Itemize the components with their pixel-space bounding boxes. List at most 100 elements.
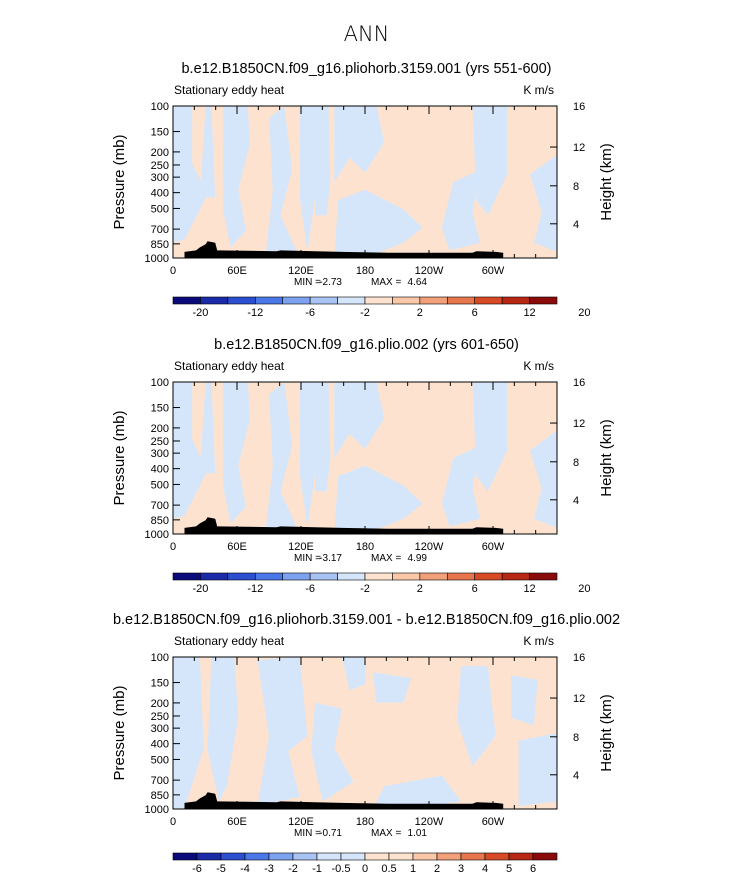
x-tick-label: 180	[356, 541, 374, 553]
negative-region	[222, 382, 250, 524]
x-tick-label: 60W	[482, 541, 505, 553]
max-value: 1.01	[408, 828, 428, 839]
negative-region	[334, 465, 423, 534]
colorbar-label: 4	[482, 863, 488, 875]
colorbar-bin	[364, 852, 390, 861]
colorbar-label: -3	[264, 863, 274, 875]
max-label: MAX =	[371, 277, 401, 288]
colorbar-bin	[501, 572, 530, 581]
colorbar-label: 6	[472, 307, 478, 319]
min-label: MIN =	[294, 553, 321, 564]
y-tick-label: 400	[151, 464, 169, 476]
min-label: MIN =	[294, 828, 321, 839]
negative-region	[518, 733, 557, 806]
colorbar-bin	[532, 852, 558, 861]
chart-panel-3: b.e12.B1850CN.f09_g16.pliohorb.3159.001 …	[111, 612, 620, 875]
colorbar-bin	[474, 572, 503, 581]
colorbar-bin	[244, 852, 270, 861]
negative-region	[173, 106, 208, 243]
units-label: K m/s	[523, 634, 554, 648]
colorbar-bin	[392, 572, 421, 581]
y2-tick-label: 16	[573, 377, 585, 389]
x-tick-label: 180	[356, 816, 374, 828]
y-tick-label: 150	[151, 678, 169, 690]
colorbar-bin	[220, 852, 246, 861]
y-tick-label: 300	[151, 172, 169, 184]
y-tick-label: 300	[151, 723, 169, 735]
colorbar-bin	[337, 296, 366, 305]
variable-label: Stationary eddy heat	[174, 83, 285, 97]
colorbar-bin	[200, 296, 229, 305]
colorbar-bin	[254, 296, 284, 305]
colorbar-label: -2	[288, 863, 298, 875]
negative-region	[472, 382, 508, 492]
y-tick-label: 150	[151, 403, 169, 415]
colorbar-label: -4	[240, 863, 250, 875]
colorbar-bin	[460, 852, 486, 861]
colorbar-bin	[529, 296, 558, 305]
negative-region	[265, 382, 300, 534]
min-value: -2.73	[319, 277, 342, 288]
min-label: MIN =	[294, 277, 321, 288]
topography-mask	[184, 241, 504, 258]
negative-region	[173, 382, 208, 519]
colorbar-bin	[227, 572, 256, 581]
negative-region	[199, 106, 216, 198]
colorbar-bin	[309, 572, 338, 581]
colorbar-label: -20	[192, 583, 208, 595]
y-tick-label: 100	[151, 652, 169, 664]
y-tick-label: 500	[151, 754, 169, 766]
y2-tick-label: 4	[573, 495, 579, 507]
colorbar-bin	[364, 572, 393, 581]
y2-tick-label: 8	[573, 732, 579, 744]
colorbar-bin	[172, 296, 201, 305]
colorbar-bin	[388, 852, 414, 861]
y2-axis-title: Height (km)	[598, 419, 615, 497]
y2-tick-label: 16	[573, 652, 585, 664]
y2-tick-label: 8	[573, 181, 579, 193]
colorbar-bin	[196, 852, 222, 861]
y2-tick-label: 12	[573, 418, 585, 430]
negative-region	[315, 106, 331, 216]
negative-region	[222, 106, 250, 248]
x-tick-label: 60E	[227, 541, 247, 553]
colorbar-bin	[309, 296, 338, 305]
topography-mask	[184, 792, 504, 809]
colorbar-label: 3	[458, 863, 464, 875]
negative-region	[457, 666, 496, 767]
colorbar-bin	[172, 852, 198, 861]
y2-tick-label: 12	[573, 693, 585, 705]
y-tick-label: 150	[151, 127, 169, 139]
x-tick-label: 120E	[288, 816, 314, 828]
colorbar-label: 20	[578, 307, 590, 319]
negative-region	[510, 675, 538, 726]
y-tick-label: 200	[151, 698, 169, 710]
max-value: 4.64	[408, 277, 428, 288]
negative-region	[372, 672, 412, 703]
y2-tick-label: 8	[573, 457, 579, 469]
max-label: MAX =	[371, 553, 401, 564]
colorbar-label: 2	[417, 583, 423, 595]
topography-mask	[184, 517, 504, 534]
x-tick-label: 120E	[288, 541, 314, 553]
colorbar-label: 5	[506, 863, 512, 875]
colorbar-bin	[508, 852, 534, 861]
chart-title: b.e12.B1850CN.f09_g16.pliohorb.3159.001 …	[181, 61, 551, 77]
negative-region	[207, 657, 239, 802]
colorbar-bin	[200, 572, 229, 581]
chart-panel-1: b.e12.B1850CN.f09_g16.pliohorb.3159.001 …	[111, 61, 615, 319]
colorbar-label: 12	[523, 583, 535, 595]
y-tick-label: 250	[151, 711, 169, 723]
colorbar-bin	[446, 572, 476, 581]
negative-region	[315, 382, 331, 492]
colorbar-bin	[340, 852, 366, 861]
negative-region	[441, 169, 481, 251]
negative-region	[530, 430, 557, 528]
colorbar-label: 6	[472, 583, 478, 595]
colorbar-label: 2	[434, 863, 440, 875]
colorbar-bin	[282, 296, 311, 305]
colorbar-label: -1	[312, 863, 322, 875]
y-axis-title: Pressure (mb)	[111, 410, 128, 505]
y-tick-label: 850	[151, 239, 169, 251]
